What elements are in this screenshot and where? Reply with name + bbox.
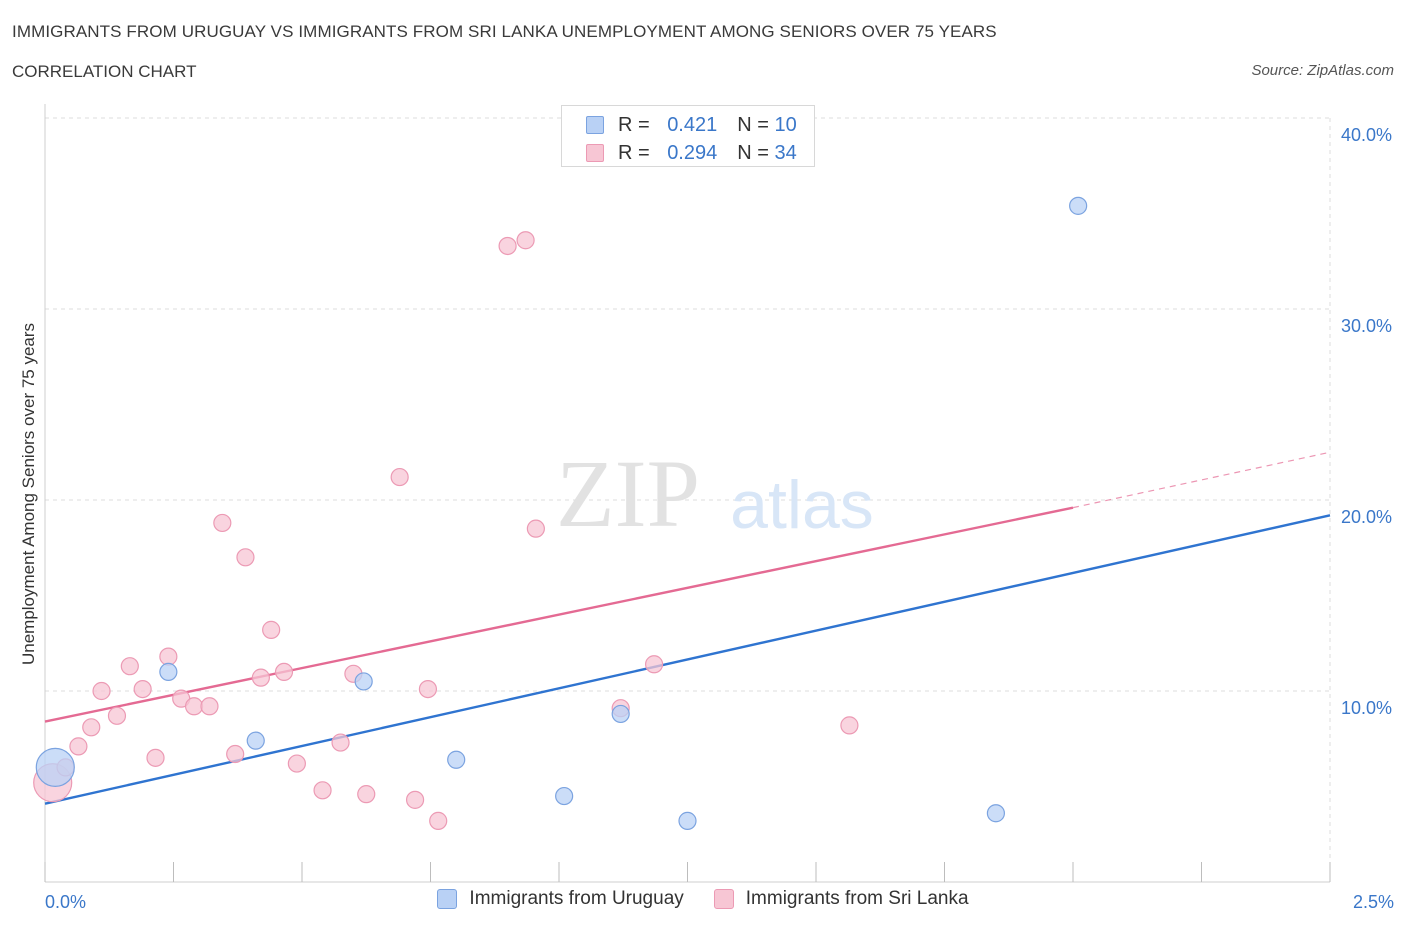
srilanka-point xyxy=(262,620,281,639)
srilanka-point xyxy=(357,785,376,804)
x-tick-label-max: 2.5% xyxy=(1353,892,1394,912)
srilanka-swatch xyxy=(586,144,604,162)
srilanka-trend-extension xyxy=(1072,451,1331,509)
legend-item-srilanka[interactable]: Immigrants from Sri Lanka xyxy=(713,888,969,910)
srilanka-point xyxy=(418,679,438,699)
uruguay-point xyxy=(611,704,630,724)
srilanka-point xyxy=(251,668,270,687)
uruguay-point xyxy=(35,747,75,788)
uruguay-point xyxy=(447,750,466,769)
uruguay-point xyxy=(159,662,178,682)
srilanka-point xyxy=(213,513,232,533)
srilanka-point xyxy=(429,811,448,830)
srilanka-point xyxy=(313,781,332,800)
srilanka-point xyxy=(274,662,294,682)
series-legend: Immigrants from Uruguay Immigrants from … xyxy=(0,888,1406,910)
y-tick-label: 20.0% xyxy=(1341,507,1392,527)
uruguay-point xyxy=(246,731,265,750)
y-axis-label: Unemployment Among Seniors over 75 years xyxy=(19,322,38,666)
uruguay-point xyxy=(1069,196,1088,215)
srilanka-point xyxy=(159,647,178,666)
srilanka-r-value: 0.294 xyxy=(667,141,718,164)
srilanka-point xyxy=(331,733,350,752)
tick-labels: 10.0% 20.0% 30.0% 40.0% 0.0% 2.5% xyxy=(45,125,1394,912)
srilanka-point xyxy=(200,697,219,716)
chart-title: IMMIGRANTS FROM URUGUAY VS IMMIGRANTS FR… xyxy=(12,22,997,41)
uruguay-point xyxy=(354,672,373,691)
srilanka-point xyxy=(405,790,425,809)
r-label: R = xyxy=(618,113,650,136)
uruguay-n-value: 10 xyxy=(774,113,797,136)
x-tick-label-min: 0.0% xyxy=(45,892,86,912)
srilanka-point xyxy=(82,718,101,737)
watermark-atlas: atlas xyxy=(730,467,874,543)
uruguay-r-value: 0.421 xyxy=(667,113,718,136)
srilanka-point xyxy=(133,679,152,699)
srilanka-point xyxy=(69,737,88,756)
uruguay-point xyxy=(986,804,1006,823)
srilanka-point xyxy=(516,231,535,250)
y-tick-label: 40.0% xyxy=(1341,125,1392,145)
srilanka-point xyxy=(184,697,204,716)
srilanka-point xyxy=(287,754,306,773)
y-tick-label: 30.0% xyxy=(1341,316,1392,336)
legend-label-srilanka: Immigrants from Sri Lanka xyxy=(745,888,969,909)
srilanka-point xyxy=(146,748,165,767)
axes xyxy=(44,104,1331,883)
n-label: N = xyxy=(737,113,769,136)
uruguay-swatch xyxy=(586,116,604,134)
stats-row-uruguay: R = 0.421 N = 10 xyxy=(586,111,797,139)
srilanka-point xyxy=(226,744,245,764)
srilanka-point xyxy=(92,681,111,701)
srilanka-point xyxy=(644,655,664,674)
watermark: ZIP atlas xyxy=(556,440,874,547)
uruguay-trend-line xyxy=(44,514,1331,805)
chart-subtitle: CORRELATION CHART xyxy=(12,62,197,81)
uruguay-legend-swatch xyxy=(437,889,458,909)
stats-legend: R = 0.421 N = 10 R = 0.294 N = 34 xyxy=(561,105,815,167)
stats-row-srilanka: R = 0.294 N = 34 xyxy=(586,139,797,167)
srilanka-point xyxy=(120,657,139,676)
uruguay-point xyxy=(678,811,697,830)
n-label: N = xyxy=(737,141,769,164)
srilanka-point xyxy=(390,467,409,487)
srilanka-point xyxy=(840,716,859,735)
srilanka-point xyxy=(236,548,255,567)
trend-lines xyxy=(44,451,1331,805)
data-points xyxy=(33,196,1088,830)
watermark-zip: ZIP xyxy=(556,440,700,547)
srilanka-point xyxy=(526,519,545,538)
source-label: Source: ZipAtlas.com xyxy=(1251,62,1394,79)
y-tick-label: 10.0% xyxy=(1341,698,1392,718)
legend-label-uruguay: Immigrants from Uruguay xyxy=(469,888,684,909)
srilanka-legend-swatch xyxy=(713,889,734,909)
uruguay-point xyxy=(555,786,574,806)
srilanka-point xyxy=(107,706,127,725)
r-label: R = xyxy=(618,141,650,164)
srilanka-point xyxy=(498,236,517,256)
srilanka-trend-line xyxy=(44,506,1074,723)
legend-item-uruguay[interactable]: Immigrants from Uruguay xyxy=(437,888,684,910)
srilanka-n-value: 34 xyxy=(774,141,797,164)
